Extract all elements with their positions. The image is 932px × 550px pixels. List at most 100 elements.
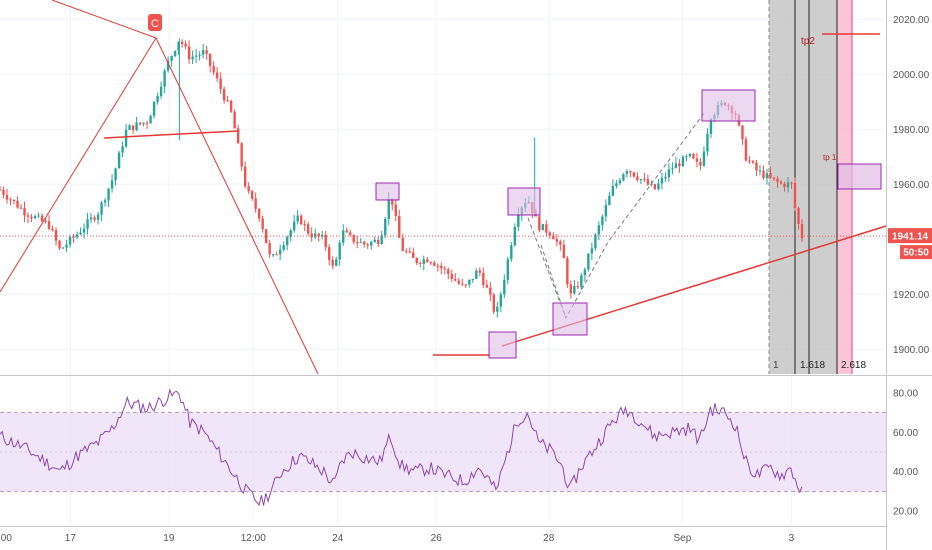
candle-body — [271, 254, 275, 256]
candle-body — [257, 208, 261, 219]
price-axis[interactable]: 1900.001920.001940.001960.001980.002000.… — [893, 15, 930, 356]
pattern-box-2 — [507, 187, 541, 216]
candle-body — [359, 241, 362, 243]
candle-body — [436, 265, 439, 267]
time-axis[interactable]: :00 17 19 12:00 24 26 28 Sep 3 — [0, 533, 795, 544]
candle-body — [426, 259, 429, 263]
candle-body — [415, 257, 418, 264]
projection-zones: 1 1.618 2.618 — [768, 0, 866, 374]
candle-body — [23, 208, 26, 216]
candle-body — [222, 88, 226, 101]
candle-body — [198, 54, 201, 56]
candle-body — [184, 43, 187, 47]
candle-body — [608, 195, 611, 206]
candle-body — [363, 241, 366, 245]
time-projection-zone-grey — [769, 0, 837, 374]
candle-body — [559, 241, 562, 245]
candle-body — [590, 248, 594, 254]
candle-body — [9, 199, 12, 201]
candle-body — [166, 60, 170, 71]
wave-c-label: C — [151, 18, 159, 30]
candle-body — [541, 224, 545, 231]
countdown-tag-box — [900, 245, 932, 260]
candle-body — [377, 239, 380, 245]
candle-body — [569, 284, 573, 294]
candle-body — [250, 191, 254, 199]
candle-body — [433, 262, 436, 266]
candle-body — [79, 232, 82, 235]
candle-body — [142, 122, 145, 125]
candle-body — [709, 119, 713, 134]
candlestick-series — [0, 38, 804, 318]
pattern-box-3 — [488, 331, 517, 359]
rsi-axis[interactable]: 20.00 40.00 60.00 80.00 — [893, 388, 918, 517]
rsi-panel — [0, 388, 886, 507]
candle-body — [331, 259, 334, 266]
candle-body — [485, 285, 489, 288]
candle-body — [201, 50, 205, 55]
candle-body — [37, 215, 40, 217]
candle-body — [82, 228, 86, 233]
candle-body — [236, 128, 240, 144]
candle-body — [61, 247, 65, 249]
candle-body — [138, 122, 142, 125]
candle-body — [131, 125, 135, 131]
time-tick-label: 12:00 — [241, 533, 266, 544]
candle-body — [681, 156, 685, 167]
candle-body — [576, 286, 580, 288]
candle-body — [275, 254, 278, 256]
candle-body — [289, 230, 292, 237]
rsi-tick-label: 20.00 — [893, 507, 918, 518]
rsi-tick-label: 80.00 — [893, 388, 918, 399]
candle-body — [335, 259, 338, 266]
candle-body — [562, 244, 566, 259]
candle-body — [40, 215, 44, 222]
candle-body — [674, 163, 678, 169]
candle-body — [0, 189, 2, 191]
candle-body — [636, 176, 639, 180]
candle-body — [450, 273, 453, 280]
candle-body — [268, 243, 271, 255]
candle-body — [16, 200, 19, 208]
candle-body — [671, 168, 674, 170]
candle-body — [317, 233, 320, 237]
candle-body — [793, 182, 797, 208]
candle-body — [212, 65, 215, 73]
candle-body — [370, 242, 373, 246]
candle-body — [19, 207, 23, 209]
candle-body — [454, 279, 457, 281]
candle-body — [75, 234, 79, 238]
candle-body — [12, 199, 16, 201]
candle-body — [149, 115, 152, 124]
candle-body — [786, 182, 790, 188]
candle-body — [72, 236, 75, 238]
candle-body — [100, 202, 103, 215]
candle-body — [503, 279, 506, 295]
candle-body — [408, 251, 411, 253]
wave-line-top-left — [51, 0, 157, 39]
candle-body — [345, 230, 348, 233]
candle-body — [194, 55, 198, 57]
pattern-box-1 — [375, 182, 400, 201]
candle-body — [191, 56, 194, 60]
candle-body — [261, 218, 264, 230]
time-tick-label: 3 — [789, 533, 795, 544]
candle-body — [68, 236, 72, 245]
candle-body — [429, 262, 432, 264]
candle-body — [103, 200, 107, 203]
candle-body — [233, 111, 236, 129]
candle-body — [594, 234, 597, 249]
candle-body — [478, 270, 481, 273]
candle-body — [440, 265, 443, 269]
candle-body — [89, 217, 93, 220]
candle-body — [373, 239, 376, 243]
target-box-tp1 — [837, 163, 882, 190]
candle-body — [552, 235, 555, 240]
candle-body — [349, 232, 352, 235]
candle-body — [405, 250, 408, 252]
candle-body — [2, 189, 5, 195]
candle-body — [517, 214, 520, 227]
rsi-band — [0, 412, 886, 492]
time-tick-label: 28 — [543, 533, 555, 544]
